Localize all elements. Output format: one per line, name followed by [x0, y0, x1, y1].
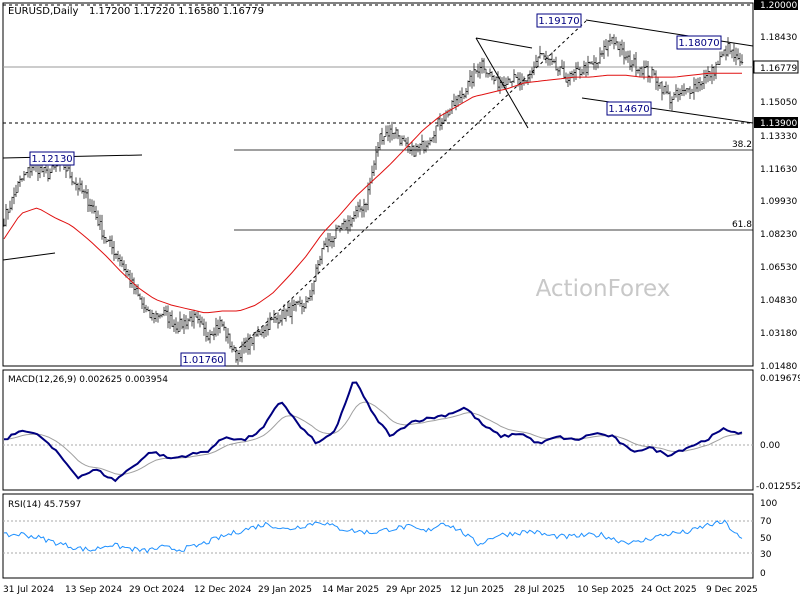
- tick-box-113900: [754, 117, 798, 128]
- watermark: ActionForex: [536, 276, 671, 302]
- xtick-8: 28 Jul 2025: [514, 585, 565, 595]
- tick-101480: 1.01480: [760, 362, 797, 372]
- macd-title: MACD(12,26,9) 0.002625 0.003954: [8, 375, 168, 385]
- rsi-tick-30: 30: [760, 550, 772, 560]
- xtick-3: 12 Dec 2024: [194, 585, 252, 595]
- rsi-title: RSI(14) 45.7597: [8, 500, 81, 510]
- rsi-pane-frame: [2, 493, 754, 579]
- price-bars: [2, 33, 744, 365]
- annotation-119170: 1.19170: [536, 13, 582, 28]
- macd-tick-zero: 0.00: [760, 441, 780, 451]
- sma-line: [3, 72, 742, 314]
- xtick-6: 29 Apr 2025: [386, 585, 442, 595]
- tick-115050: 1.15050: [760, 98, 797, 108]
- channel-upper: [585, 19, 754, 47]
- xtick-10: 24 Oct 2025: [641, 585, 697, 595]
- tick-120000: 1.20000: [760, 1, 797, 11]
- xtick-2: 29 Oct 2024: [129, 585, 185, 595]
- tick-106530: 1.06530: [760, 263, 797, 273]
- macd-axis: 0.019679 0.00 -0.012552: [756, 374, 800, 492]
- price-pane-frame: [2, 2, 754, 367]
- macd-tick-bottom: -0.012552: [756, 482, 800, 492]
- annotation-114670: 1.14670: [606, 101, 652, 116]
- xtick-11: 9 Dec 2025: [706, 585, 758, 595]
- tick-113330: 1.13330: [760, 132, 797, 142]
- svg-text:1.12130: 1.12130: [31, 154, 72, 165]
- macd-tick-top: 0.019679: [760, 374, 800, 384]
- tick-109930: 1.09930: [760, 197, 797, 207]
- fibo-61-label: 61.8: [732, 220, 752, 230]
- xtick-7: 12 Jun 2025: [450, 585, 504, 595]
- macd-line: [3, 381, 743, 483]
- svg-text:1.18070: 1.18070: [678, 38, 719, 49]
- tick-box-120000: [754, 0, 798, 10]
- chart-title: EURUSD,Daily: [8, 6, 79, 17]
- tick-103180: 1.03180: [760, 329, 797, 339]
- fibo-38-label: 38.2: [732, 140, 752, 150]
- tick-118430: 1.18430: [760, 33, 797, 43]
- trendline-diagonal-dashed: [234, 20, 587, 353]
- annotation-118070: 1.18070: [676, 35, 722, 50]
- rsi-tick-100: 100: [760, 499, 777, 509]
- xtick-5: 14 Mar 2025: [322, 585, 379, 595]
- tick-113900: 1.13900: [760, 119, 797, 129]
- price-bar: [740, 54, 744, 65]
- trendline-lower-left: [2, 252, 56, 261]
- rsi-line: [3, 519, 743, 554]
- rsi-tick-50: 50: [760, 534, 772, 544]
- xtick-1: 13 Sep 2024: [65, 585, 122, 595]
- macd-signal-line: [4, 401, 743, 475]
- xtick-4: 29 Jan 2025: [258, 585, 312, 595]
- rsi-axis: 100 70 50 30 0: [760, 499, 777, 579]
- tick-104830: 1.04830: [760, 296, 797, 306]
- svg-text:1.01760: 1.01760: [182, 355, 223, 366]
- macd-pane-frame: [2, 369, 754, 491]
- svg-text:1.19170: 1.19170: [538, 16, 579, 27]
- svg-text:1.14670: 1.14670: [608, 104, 649, 115]
- time-axis: 31 Jul 2024 13 Sep 2024 29 Oct 2024 12 D…: [3, 585, 758, 595]
- xtick-0: 31 Jul 2024: [3, 585, 54, 595]
- tick-108230: 1.08230: [760, 230, 797, 240]
- tick-111630: 1.11630: [760, 165, 797, 175]
- rsi-tick-0: 0: [760, 569, 766, 579]
- xtick-9: 10 Sep 2025: [577, 585, 634, 595]
- price-axis: 1.20000 1.18430 1.16779 1.15050 1.13900 …: [753, 0, 799, 372]
- trendline-wedge-top: [475, 37, 533, 49]
- tick-box-current: [753, 60, 799, 74]
- annotation-101760: 1.01760: [180, 352, 226, 367]
- rsi-tick-70: 70: [760, 517, 772, 527]
- annotation-112130: 1.12130: [29, 151, 75, 166]
- tick-current: 1.16779: [760, 64, 797, 74]
- ohlc-text: 1.17200 1.17220 1.16580 1.16779: [89, 6, 264, 17]
